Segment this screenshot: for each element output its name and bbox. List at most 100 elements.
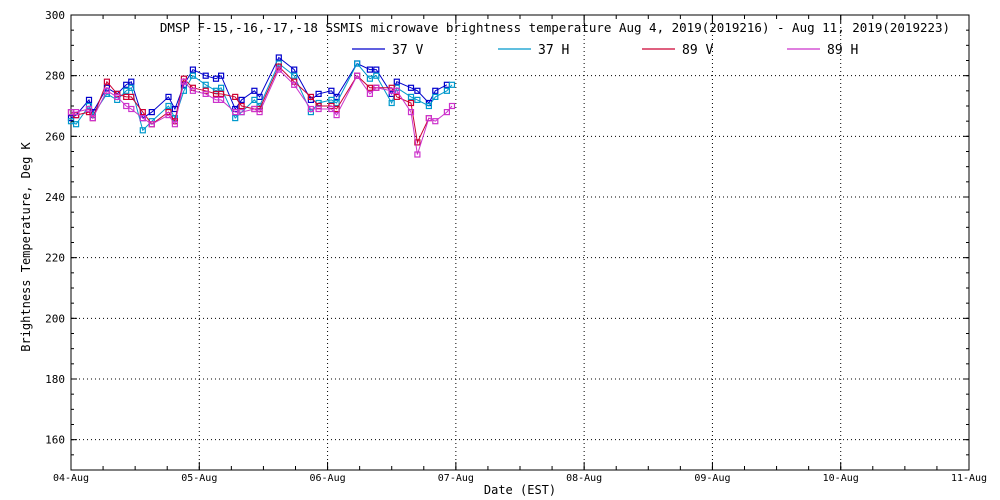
- data-point: [218, 90, 225, 98]
- data-point: [148, 108, 155, 116]
- data-point: [315, 90, 322, 98]
- legend: 37 V 37 H 89 V 89 H: [352, 43, 858, 58]
- data-point: [373, 72, 380, 79]
- data-point: [291, 72, 298, 79]
- data-point: [218, 72, 225, 79]
- x-axis-label: Date (EST): [484, 483, 556, 497]
- data-point: [202, 90, 209, 98]
- legend-item: 89 H: [787, 43, 858, 58]
- y-tick-label: 280: [45, 70, 65, 83]
- data-point: [114, 93, 121, 101]
- axis-ticks: 160 180 200 220 240 260 280 300 04-Aug 05-Aug 06-A…: [45, 9, 987, 484]
- data-point: [414, 96, 421, 104]
- data-point: [393, 93, 400, 101]
- data-point: [328, 105, 335, 113]
- data-point: [373, 84, 380, 91]
- data-point: [366, 90, 373, 98]
- data-point: [165, 111, 172, 119]
- data-point: [388, 99, 395, 107]
- data-point: [366, 75, 373, 82]
- legend-item: 37 H: [498, 43, 569, 58]
- data-point: [232, 93, 239, 101]
- data-point: [189, 66, 196, 73]
- data-point: [139, 114, 146, 122]
- y-axis-label: Brightness Temperature, Deg K: [19, 141, 33, 351]
- data-point: [448, 81, 456, 88]
- data-point: [218, 84, 225, 91]
- data-point: [393, 78, 400, 85]
- x-tick-label: 06-Aug: [310, 473, 346, 484]
- data-point: [189, 87, 196, 94]
- data-point: [72, 108, 80, 116]
- y-tick-label: 300: [45, 9, 65, 22]
- data-point: [256, 108, 263, 116]
- data-point: [218, 96, 225, 104]
- data-point: [85, 96, 93, 104]
- data-point: [171, 121, 178, 128]
- data-point: [407, 93, 415, 101]
- data-point: [189, 72, 196, 79]
- grid-lines: [71, 15, 969, 470]
- data-point: [275, 54, 282, 61]
- data-point: [180, 78, 187, 85]
- data-point: [366, 84, 373, 91]
- data-point: [414, 151, 421, 158]
- data-point: [432, 93, 439, 101]
- data-point: [354, 60, 361, 67]
- data-point: [425, 102, 432, 110]
- legend-item: 89 V: [642, 43, 713, 58]
- y-tick-label: 220: [45, 252, 65, 265]
- y-tick-label: 200: [45, 312, 65, 325]
- data-point: [307, 105, 314, 113]
- x-tick-label: 10-Aug: [823, 473, 859, 484]
- data-point: [432, 87, 439, 94]
- legend-label: 89 H: [827, 43, 858, 58]
- data-point: [238, 108, 245, 116]
- data-point: [307, 93, 314, 101]
- data-point: [72, 121, 80, 128]
- data-point: [238, 96, 245, 104]
- x-tick-label: 05-Aug: [181, 473, 217, 484]
- chart-title: DMSP F-15,-16,-17,-18 SSMIS microwave br…: [160, 20, 950, 35]
- data-point: [373, 66, 380, 73]
- data-point: [275, 66, 282, 73]
- data-point: [139, 127, 146, 134]
- data-point: [251, 96, 258, 104]
- data-point: [128, 105, 135, 113]
- data-point: [414, 87, 421, 94]
- data-point: [443, 87, 450, 94]
- data-point: [103, 78, 111, 85]
- data-point: [251, 87, 258, 94]
- data-point: [407, 108, 415, 116]
- data-point: [139, 108, 146, 116]
- legend-item: 37 V: [352, 43, 423, 58]
- data-point: [232, 114, 239, 122]
- data-point: [128, 93, 135, 101]
- data-point: [366, 66, 373, 73]
- data-point: [128, 84, 135, 91]
- data-point: [202, 72, 209, 79]
- data-point: [291, 81, 298, 88]
- data-point: [85, 105, 93, 113]
- series-lines: [67, 54, 456, 158]
- data-point: [165, 102, 172, 110]
- data-point: [202, 81, 209, 88]
- x-tick-label: 04-Aug: [53, 473, 89, 484]
- data-point: [425, 114, 432, 122]
- data-point: [232, 108, 239, 116]
- y-tick-label: 240: [45, 191, 65, 204]
- data-point: [407, 99, 415, 107]
- series-line-89-h: [71, 68, 453, 155]
- data-point: [103, 87, 111, 94]
- y-tick-label: 160: [45, 434, 65, 447]
- data-point: [354, 72, 361, 79]
- y-tick-label: 180: [45, 373, 65, 386]
- data-point: [165, 93, 172, 101]
- data-point: [328, 87, 335, 94]
- data-point: [333, 111, 340, 119]
- data-point: [89, 114, 96, 122]
- x-tick-label: 09-Aug: [694, 473, 730, 484]
- data-point: [128, 78, 135, 85]
